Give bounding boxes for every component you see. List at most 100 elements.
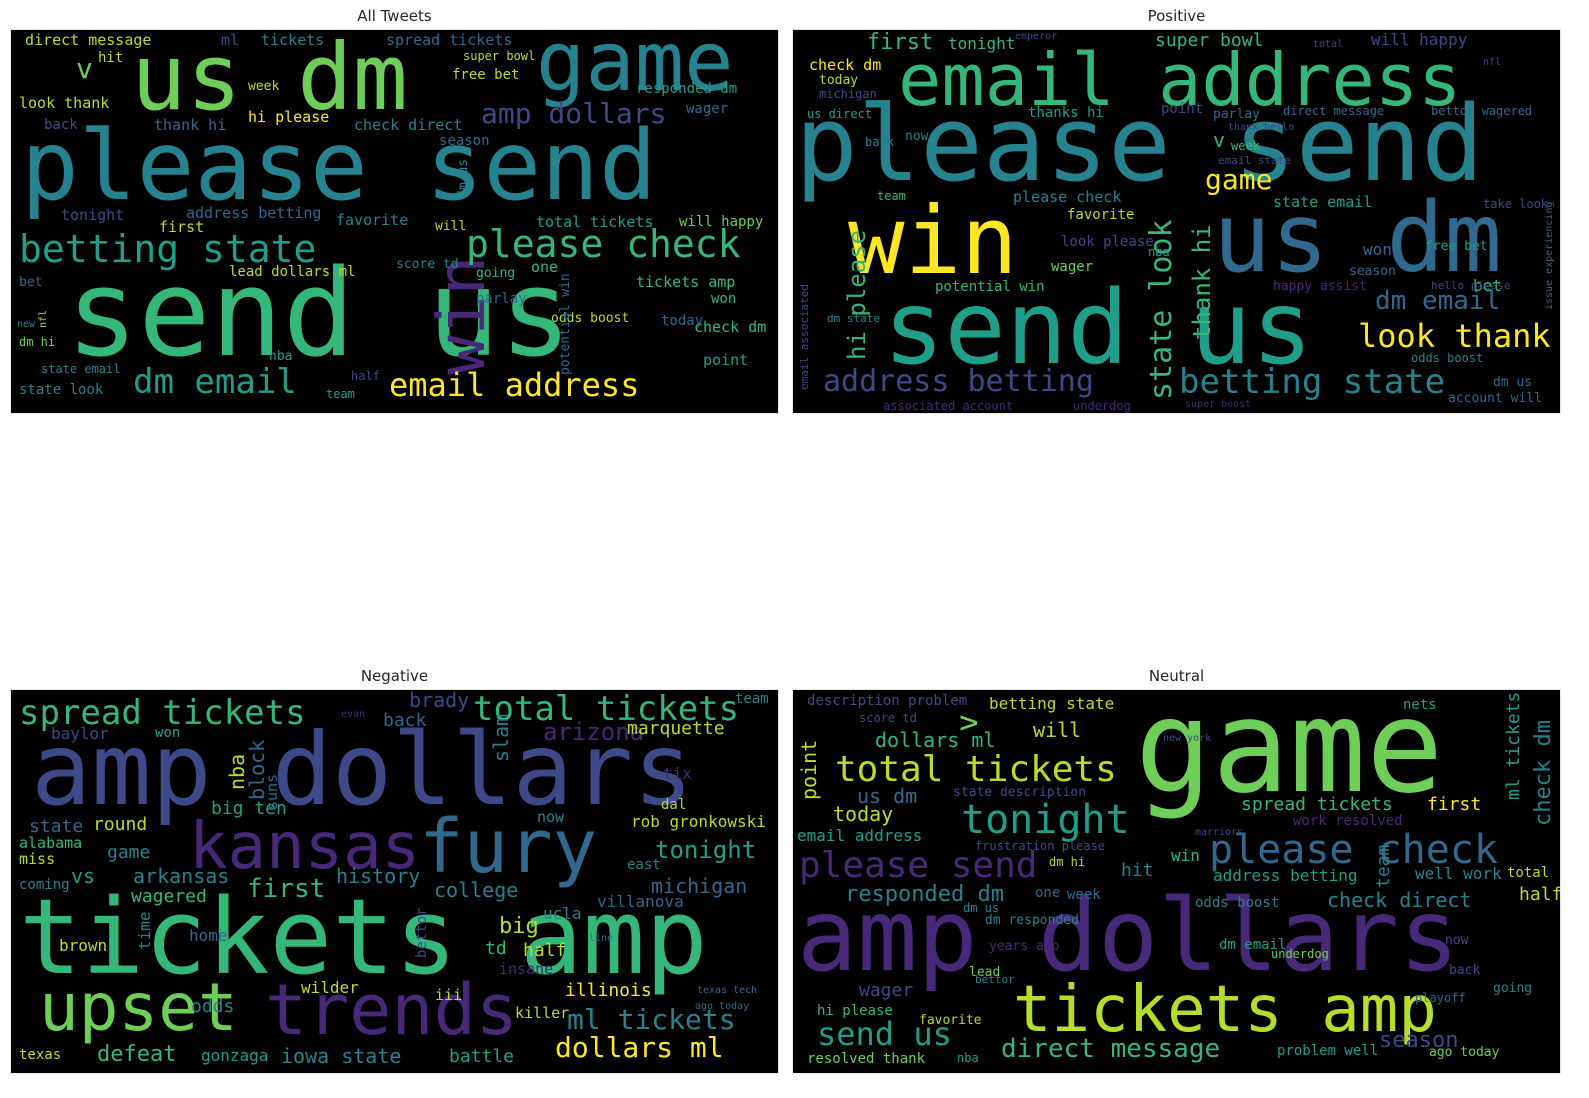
word: line — [589, 933, 614, 944]
word: check direct — [1327, 888, 1472, 912]
word: send us — [66, 245, 572, 384]
word: tickets amp — [636, 273, 736, 291]
word: texas tech — [697, 985, 758, 996]
word: villanova — [597, 892, 684, 911]
word: lead dollars ml — [229, 264, 356, 280]
word: killer — [515, 1004, 570, 1022]
word: team — [735, 691, 769, 707]
word: tickets — [261, 31, 325, 49]
word: coming — [19, 877, 70, 893]
wordcloud-positive: please send email address win send us us… — [792, 29, 1561, 414]
word: nba — [225, 753, 249, 790]
word: team — [877, 189, 906, 203]
word: please send — [21, 110, 657, 222]
word: send us — [883, 269, 1313, 388]
word: ml — [221, 31, 240, 49]
word: wagered — [131, 886, 207, 907]
word: address betting — [823, 364, 1094, 399]
word: illinois — [565, 980, 652, 1001]
word: total — [1507, 865, 1550, 881]
word: amp dollars — [481, 97, 667, 130]
word: look please — [1061, 234, 1154, 250]
word: please send — [799, 845, 1038, 886]
word: thank hi — [1188, 224, 1216, 340]
word: check dm — [694, 318, 767, 336]
word: us dm — [1213, 182, 1502, 294]
word: insane — [499, 960, 554, 978]
word: super bowl — [463, 49, 536, 63]
word: potential win — [935, 279, 1045, 295]
word: tonight — [961, 797, 1130, 843]
word: won — [155, 725, 181, 741]
word: emperor — [1015, 31, 1058, 42]
word: back — [383, 710, 427, 731]
word: problem well — [1277, 1043, 1379, 1059]
word: bet — [1473, 276, 1502, 295]
word: half — [523, 940, 567, 961]
word: email address — [797, 826, 923, 845]
word: frustration please — [975, 839, 1106, 853]
word: total tickets — [536, 213, 654, 231]
word: associated account — [883, 399, 1014, 413]
word: miss — [19, 850, 56, 868]
word: nfl — [1483, 57, 1502, 68]
word: hi please — [843, 229, 871, 360]
word: free bet — [1425, 239, 1488, 254]
word: hi please — [817, 1003, 893, 1019]
word: responded dm — [845, 882, 1004, 907]
word: underdog — [1271, 947, 1329, 961]
word: trends — [265, 969, 518, 1051]
wordcloud-all-tweets: us dm game please send send us win betti… — [10, 29, 779, 414]
word: super boost — [1185, 399, 1252, 410]
word: email address — [898, 38, 1462, 122]
word: michigan — [651, 874, 748, 898]
word: favorite — [1067, 207, 1135, 223]
word: happy assist — [1273, 279, 1367, 294]
word: v — [950, 713, 985, 732]
word: tickets amp — [1013, 973, 1437, 1047]
word: amp dollars — [31, 711, 694, 828]
word: tickets amp — [19, 876, 708, 998]
word: vs — [71, 864, 96, 888]
word: dal — [661, 797, 687, 813]
word: dm us — [1493, 375, 1533, 390]
word: issue experiencing — [1544, 201, 1555, 310]
word: state email — [41, 362, 121, 376]
word: please send — [795, 83, 1484, 205]
word: win — [1171, 846, 1200, 865]
word: will — [1033, 718, 1082, 742]
word: ucla — [543, 904, 582, 923]
word: wager — [686, 101, 729, 117]
word: bettor — [975, 973, 1015, 986]
word: betting state — [1179, 362, 1446, 402]
word: super bowl — [1155, 30, 1264, 51]
word: wilder — [301, 978, 359, 997]
title-positive: Positive — [1147, 7, 1206, 25]
word: spread tickets — [19, 693, 306, 733]
word: won — [711, 291, 737, 307]
word: rob gronkowski — [631, 812, 766, 831]
word: going — [476, 266, 516, 281]
word: bet — [19, 275, 43, 290]
word: gonzaga — [201, 1046, 269, 1065]
word: arkansas — [133, 864, 230, 888]
word: team — [1373, 844, 1394, 888]
word: home — [189, 926, 228, 945]
word: big — [499, 914, 539, 939]
word: new — [17, 319, 36, 330]
word: responded dm — [636, 81, 738, 97]
wordcloud-neutral: game amp dollars tickets amp please send… — [792, 689, 1561, 1074]
word: college — [434, 878, 519, 902]
word: dm email — [1219, 937, 1287, 953]
word: amp dollars — [797, 877, 1460, 994]
word: underdog — [1073, 399, 1131, 413]
word: will happy — [679, 214, 764, 230]
word: big ten — [211, 798, 287, 819]
word: potential win — [558, 273, 573, 375]
word: brady — [409, 689, 470, 712]
word: dollars ml — [875, 728, 996, 752]
word: first — [867, 30, 934, 55]
word: half — [1519, 884, 1561, 905]
word: email state — [1218, 154, 1291, 167]
word: resolved thank — [807, 1051, 926, 1067]
